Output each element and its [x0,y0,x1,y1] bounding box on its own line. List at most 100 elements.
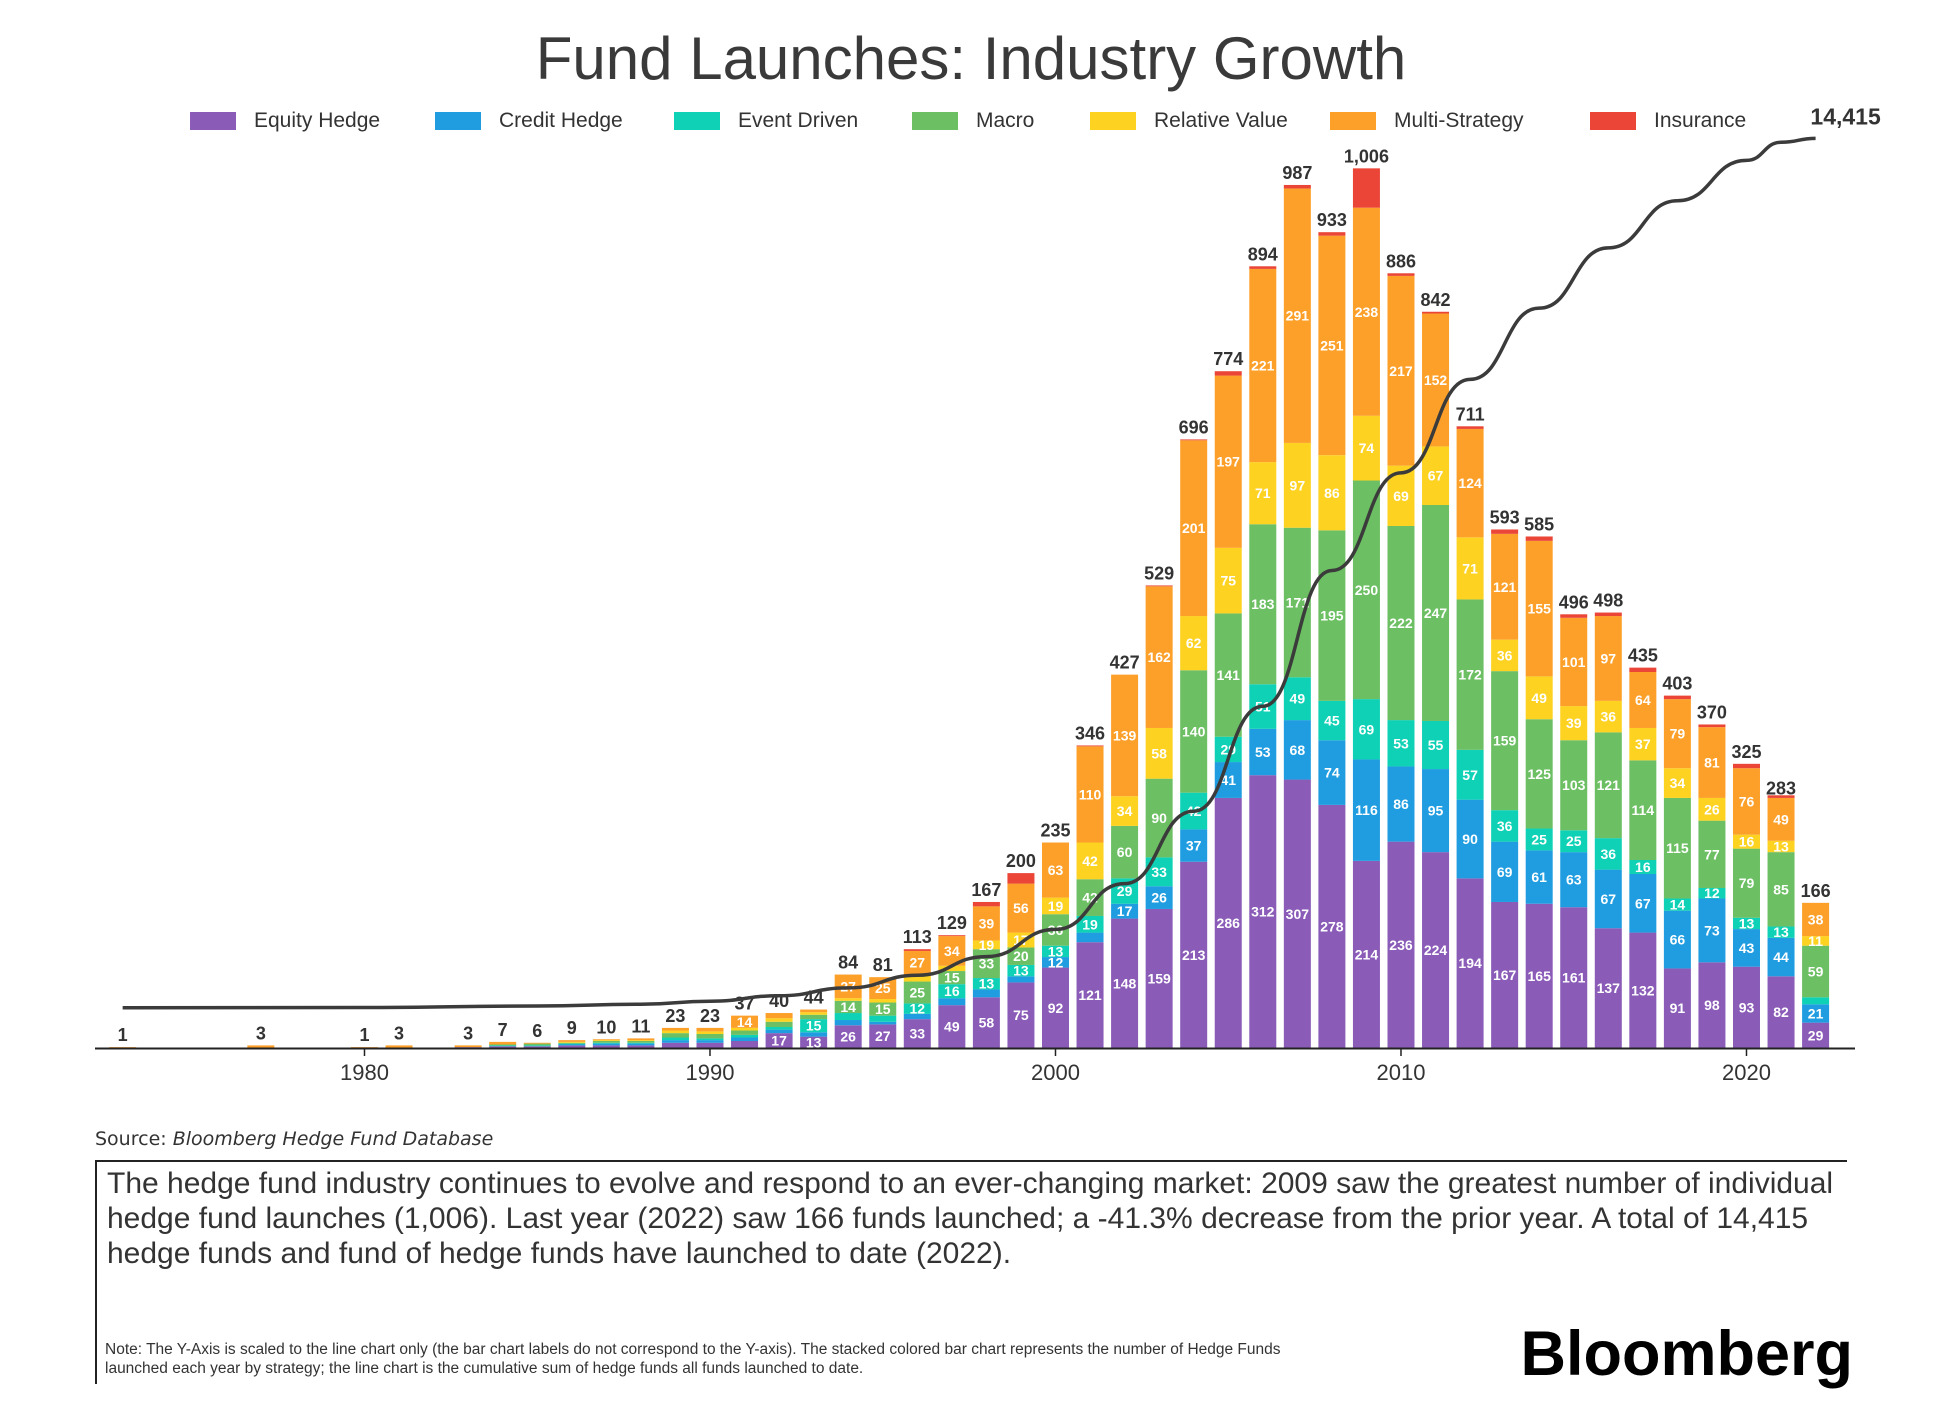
bar-segment-2021-0 [1767,976,1795,1048]
bar-segment-2014-5 [1525,540,1553,677]
bar-segment-1989-0 [661,1042,689,1048]
segment-label-2014-2: 25 [1531,831,1547,847]
segment-label-2022-1: 21 [1808,1005,1824,1021]
segment-label-2003-4: 58 [1151,745,1167,761]
chart-title: Fund Launches: Industry Growth [535,25,1407,92]
bar-segment-1999-1 [1007,976,1035,983]
segment-label-2020-4: 16 [1739,834,1755,850]
segment-label-1992-0: 17 [771,1033,787,1049]
segment-label-2013-3: 159 [1493,733,1517,749]
bar-segment-1995-2 [869,1015,897,1022]
bar-segment-2022-0 [1802,1022,1830,1048]
legend-label: Equity Hedge [254,109,381,132]
segment-label-2006-3: 183 [1251,596,1275,612]
segment-label-2008-4: 86 [1324,485,1340,501]
bar-total-label-2019: 370 [1697,702,1727,722]
segment-label-2008-2: 45 [1324,713,1340,729]
bar-segment-1990-1 [696,1040,724,1043]
bar-segment-1993-2 [800,1019,828,1033]
bar-segment-2013-3 [1491,671,1519,811]
bar-segment-2017-0 [1629,932,1657,1048]
segment-label-1995-3: 15 [875,1001,891,1017]
bar-segment-2010-0 [1387,841,1415,1048]
bar-total-label-2000: 235 [1040,821,1070,841]
bar-total-label-2015: 496 [1559,592,1589,612]
bar-total-label-2010: 886 [1386,251,1416,271]
legend-swatch [674,112,720,130]
segment-label-2011-4: 67 [1428,468,1444,484]
bar-segment-1999-2 [1007,964,1035,977]
bar-segment-1988-3 [627,1041,655,1043]
bar-segment-2011-3 [1422,504,1450,721]
legend-label: Insurance [1654,109,1747,132]
segment-label-2011-1: 95 [1428,803,1444,819]
bar-segment-2010-5 [1387,275,1415,466]
bar-segment-2000-0 [1041,967,1069,1048]
bar-total-label-1986: 9 [567,1018,577,1038]
bar-segment-1987-5 [592,1039,620,1041]
segment-label-2017-2: 16 [1635,859,1651,875]
segment-label-2017-5: 64 [1635,692,1651,708]
bar-segment-2011-2 [1422,720,1450,770]
bar-segment-1993-0 [800,1036,828,1048]
bar-segment-1986-2 [558,1043,586,1045]
bar-segment-1992-5 [765,1013,793,1019]
bar-segment-1986-0 [558,1045,586,1048]
bar-segment-2001-6 [1076,745,1104,747]
bar-total-label-1988: 11 [631,1016,650,1036]
legend-label: Macro [976,109,1035,132]
bar-total-label-1980: 1 [359,1025,369,1045]
segment-label-2007-0: 307 [1286,906,1310,922]
bar-total-label-2017: 435 [1628,646,1658,666]
bar-segment-2016-1 [1594,869,1622,929]
bar-segment-1987-1 [592,1043,620,1046]
bar-segment-1991-5 [731,1015,759,1028]
bar-segment-2005-6 [1214,371,1242,376]
segment-label-1998-0: 58 [979,1015,995,1031]
bar-segment-1977-5 [247,1045,275,1048]
segment-label-2008-3: 195 [1320,608,1344,624]
bar-segment-1992-3 [765,1021,793,1028]
bar-segment-2009-5 [1352,207,1380,416]
bar-segment-1999-5 [1007,883,1035,933]
segment-label-2016-1: 67 [1601,891,1617,907]
bar-segment-2000-1 [1041,957,1069,968]
bar-segment-2009-1 [1352,759,1380,861]
segment-label-2007-4: 97 [1290,477,1306,493]
bar-segment-1984-2 [489,1045,517,1047]
segment-label-1998-4: 19 [979,937,995,953]
bar-segment-1991-4 [731,1027,759,1031]
bar-segment-2014-1 [1525,850,1553,904]
bar-segment-2011-1 [1422,769,1450,853]
summary-box: The hedge fund industry continues to evo… [95,1160,1847,1384]
legend-item-credit-hedge: Credit Hedge [435,104,623,138]
segment-label-2003-1: 26 [1151,890,1167,906]
bar-segment-2008-2 [1318,700,1346,741]
bar-segment-1997-6 [938,935,966,937]
bar-segment-2005-5 [1214,375,1242,548]
bar-total-label-2018: 403 [1662,674,1692,694]
legend-swatch [1330,112,1376,130]
segment-label-2022-3: 59 [1808,963,1824,979]
segment-label-2014-0: 165 [1528,968,1552,984]
segment-label-2009-4: 74 [1359,440,1375,456]
bar-total-label-2008: 933 [1317,210,1347,230]
cumulative-end-label: 14,415 [1810,103,1881,129]
segment-label-2005-4: 75 [1220,573,1236,589]
segment-label-2018-2: 14 [1670,897,1686,913]
segment-label-2021-2: 13 [1773,924,1789,940]
segment-label-1995-0: 27 [875,1028,891,1044]
bar-segment-2005-4 [1214,547,1242,614]
axis-note: Note: The Y-Axis is scaled to the line c… [105,1341,1281,1377]
bar-total-label-1996: 113 [903,927,932,947]
segment-label-1999-3: 20 [1013,948,1029,964]
segment-label-2022-0: 29 [1808,1027,1824,1043]
bar-segment-2016-4 [1594,700,1622,733]
bar-segment-2017-6 [1629,667,1657,673]
bar-segment-2019-2 [1698,887,1726,899]
bar-segment-2022-1 [1802,1004,1830,1023]
bar-segment-1996-4 [903,974,931,982]
segment-label-2015-1: 63 [1566,872,1582,888]
bar-segment-2020-6 [1732,763,1760,769]
